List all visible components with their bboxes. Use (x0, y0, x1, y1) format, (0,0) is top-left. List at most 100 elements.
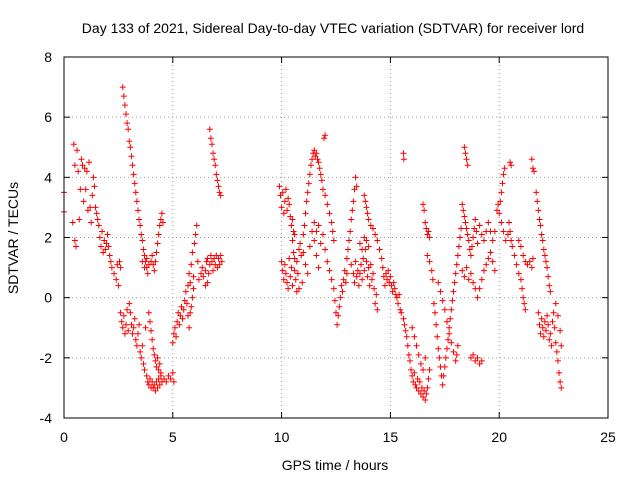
data-point (155, 366, 162, 373)
data-point (485, 219, 492, 226)
data-point (317, 171, 324, 178)
data-point (442, 354, 449, 361)
data-point (81, 165, 88, 172)
data-point (517, 243, 524, 250)
data-point (446, 330, 453, 337)
data-point (190, 285, 197, 292)
data-point (207, 135, 214, 142)
data-point (315, 159, 322, 166)
data-point (354, 267, 361, 274)
data-point (188, 303, 195, 310)
data-point (362, 198, 369, 205)
data-point (420, 201, 427, 208)
data-point (535, 207, 542, 214)
data-point (317, 240, 324, 247)
data-point (183, 300, 190, 307)
data-point (425, 228, 432, 235)
data-point (150, 261, 157, 268)
data-point (461, 213, 468, 220)
data-point (133, 198, 140, 205)
data-point (285, 195, 292, 202)
data-point (163, 378, 170, 385)
data-point (476, 360, 483, 367)
data-point (476, 285, 483, 292)
chart-title: Day 133 of 2021, Sidereal Day-to-day VTE… (82, 20, 584, 36)
data-point (541, 252, 548, 259)
data-point (187, 309, 194, 316)
data-point (121, 330, 128, 337)
data-point (366, 282, 373, 289)
data-point (365, 216, 372, 223)
data-point (556, 369, 563, 376)
data-point (131, 315, 138, 322)
data-point (155, 375, 162, 382)
data-point (541, 318, 548, 325)
data-point (507, 159, 514, 166)
data-point (311, 147, 318, 154)
data-point (508, 237, 515, 244)
data-point (356, 240, 363, 247)
ticks: 0 5 10 15 20 25 -4 -2 0 2 4 6 8 (40, 49, 616, 445)
data-point (350, 198, 357, 205)
data-point (403, 333, 410, 340)
data-point (380, 273, 387, 280)
data-point (313, 252, 320, 259)
data-point (363, 204, 370, 211)
data-point (384, 276, 391, 283)
data-point (454, 342, 461, 349)
data-point (279, 189, 286, 196)
data-point (149, 252, 156, 259)
data-point (160, 219, 167, 226)
data-point (422, 219, 429, 226)
data-point (291, 267, 298, 274)
data-point (129, 330, 136, 337)
data-point (299, 279, 306, 286)
data-point (417, 390, 424, 397)
data-point (188, 261, 195, 268)
data-point (290, 228, 297, 235)
data-point (125, 126, 132, 133)
data-point (141, 264, 148, 271)
data-point (474, 354, 481, 361)
data-point (88, 219, 95, 226)
data-point (318, 177, 325, 184)
data-point (342, 279, 349, 286)
data-point (550, 309, 557, 316)
data-point (542, 327, 549, 334)
data-point (148, 327, 155, 334)
data-point (333, 309, 339, 316)
data-point (470, 234, 477, 241)
data-point (154, 354, 161, 361)
data-point (558, 342, 565, 349)
data-point (548, 342, 555, 349)
data-point (473, 228, 480, 235)
data-point (218, 258, 225, 265)
data-point (140, 246, 147, 253)
data-point (353, 183, 360, 190)
data-point (153, 363, 160, 370)
data-point (208, 141, 215, 148)
data-point (289, 282, 296, 289)
data-point (352, 174, 359, 181)
data-point (542, 258, 549, 265)
data-point (116, 258, 123, 265)
data-point (316, 165, 323, 172)
data-point (280, 276, 287, 283)
data-point (131, 180, 138, 187)
data-point (182, 288, 189, 295)
data-point (284, 279, 291, 286)
x-tick-label: 10 (274, 429, 290, 445)
data-point (186, 324, 193, 331)
data-point (483, 261, 490, 268)
data-point (544, 264, 551, 271)
data-point (170, 330, 177, 337)
data-point (367, 222, 374, 229)
data-point (429, 276, 436, 283)
data-point (476, 222, 483, 229)
data-point (361, 267, 368, 274)
data-point (509, 243, 516, 250)
data-point (395, 300, 402, 307)
data-point (187, 279, 194, 286)
data-point (441, 363, 448, 370)
data-point (113, 276, 120, 283)
